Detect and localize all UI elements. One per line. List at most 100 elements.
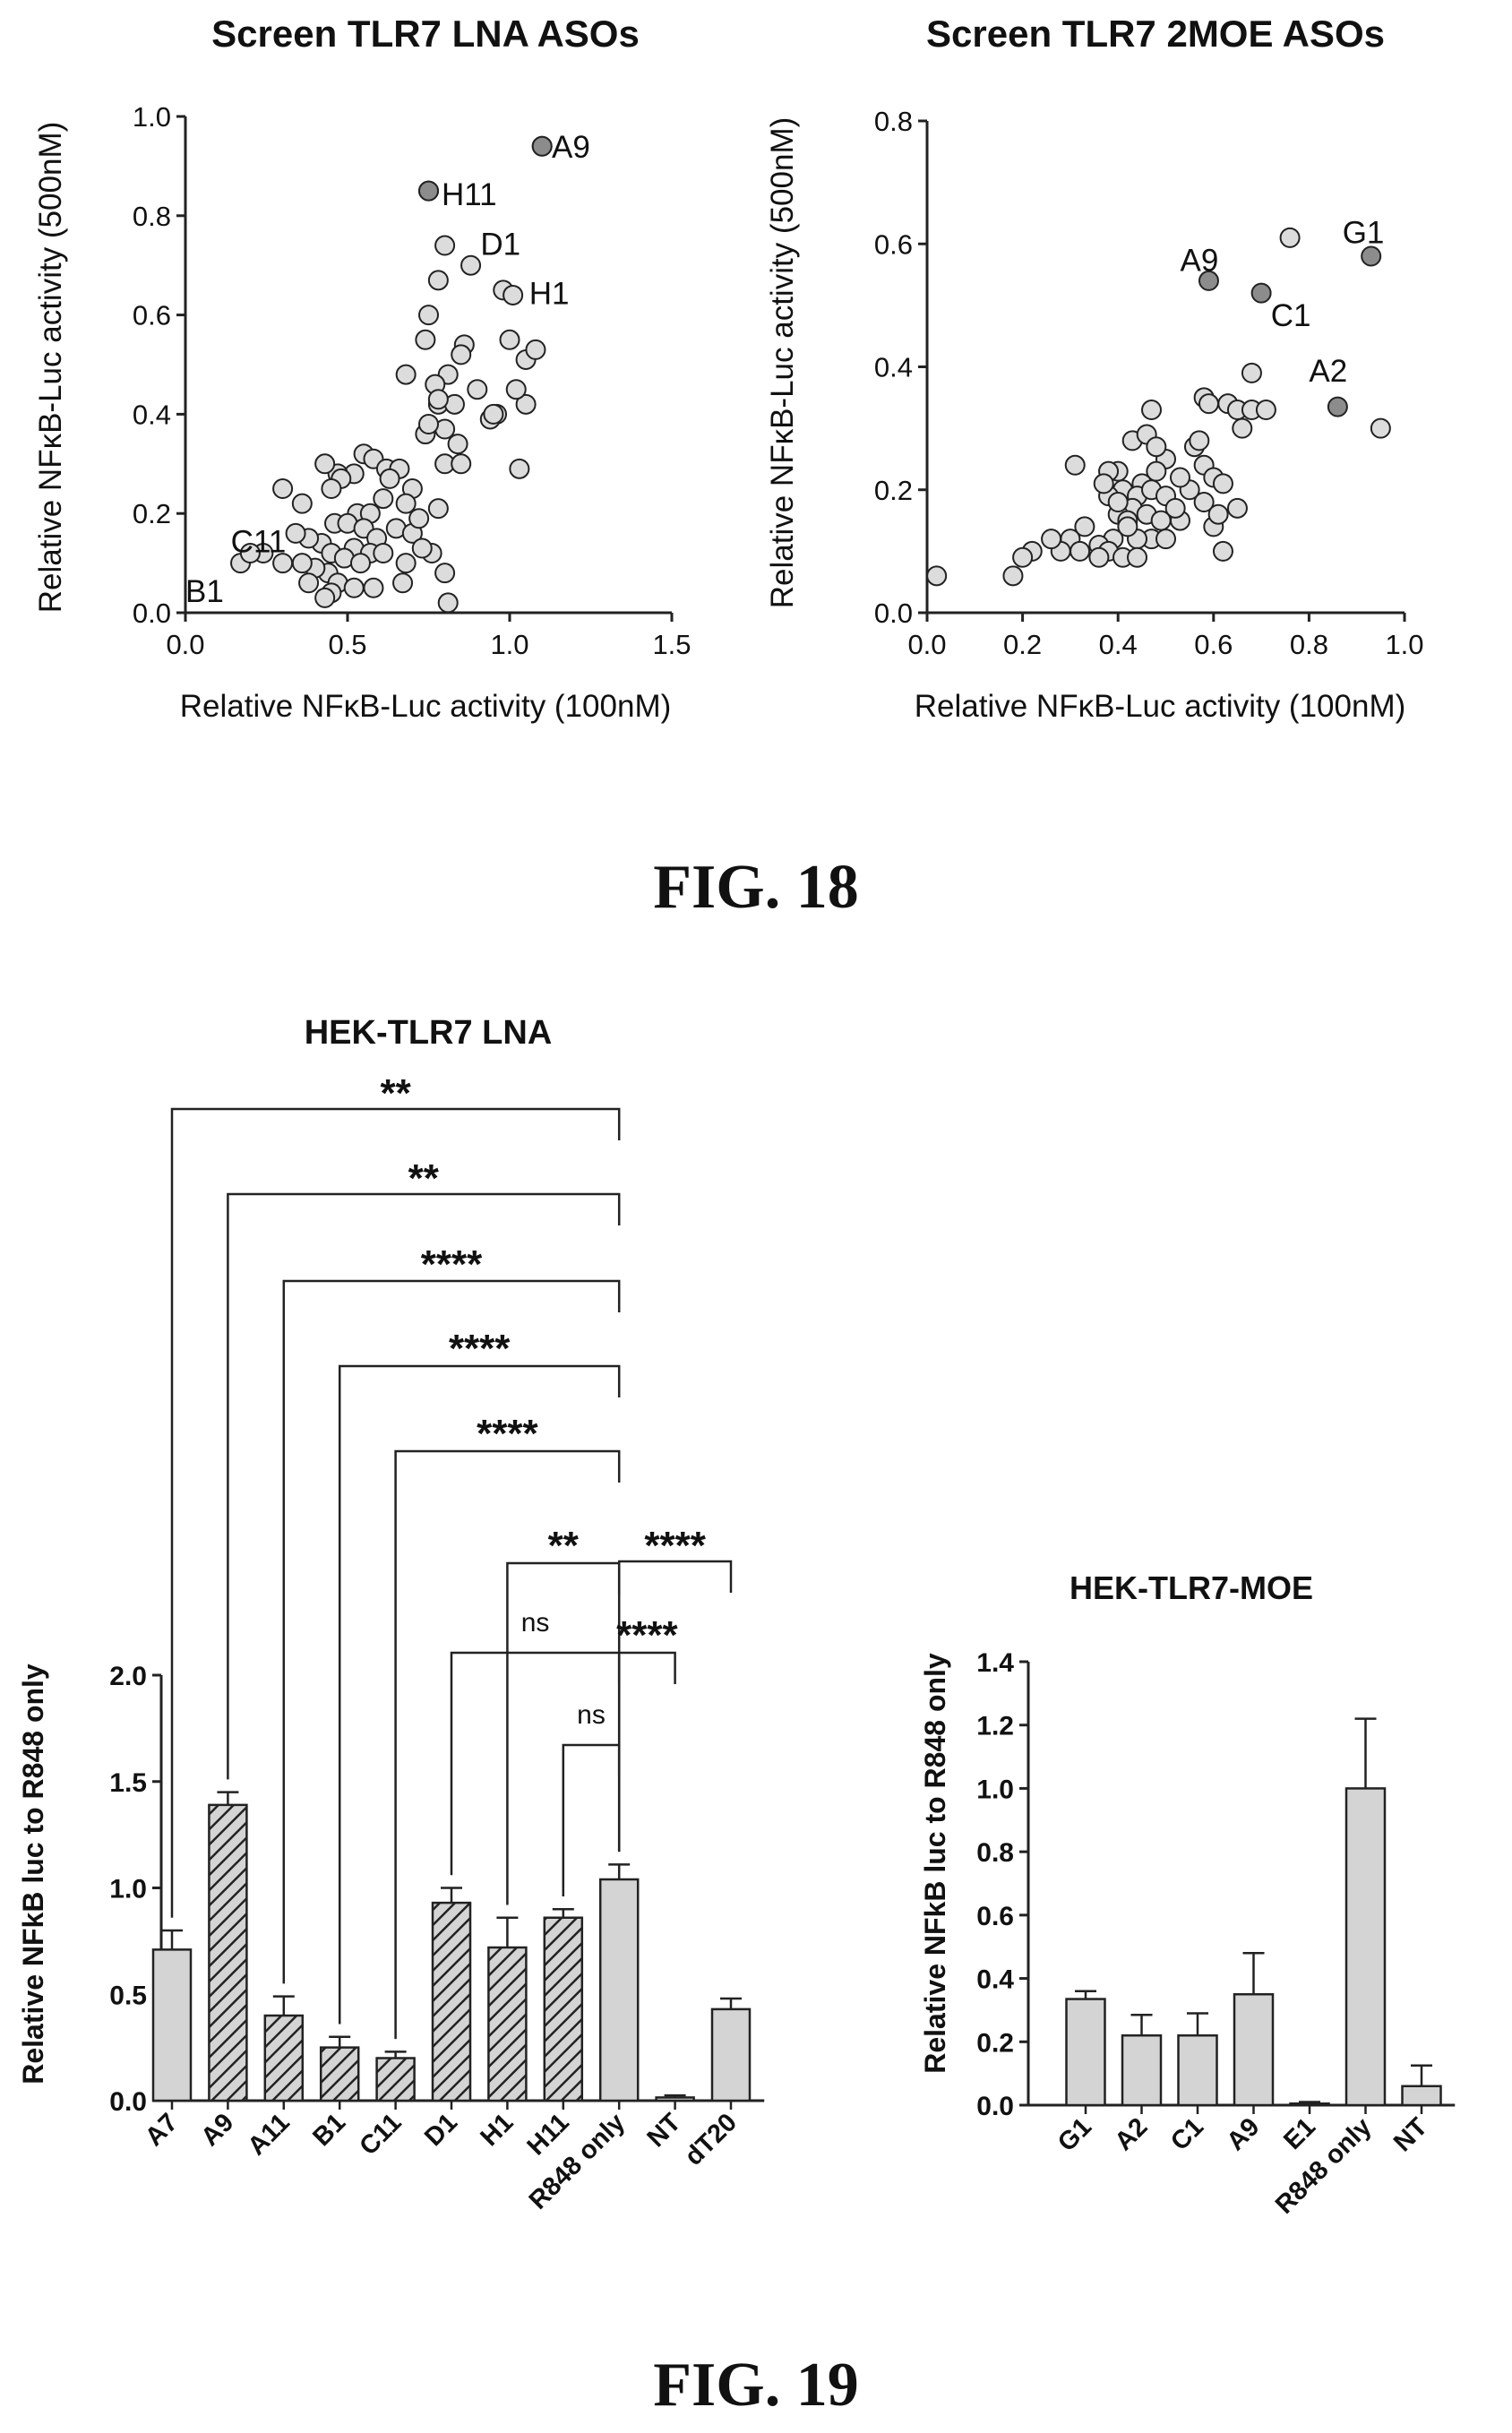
x-tick-label: A11 [243, 2108, 296, 2161]
y-tick-label: 0.6 [133, 300, 171, 331]
data-point [427, 389, 449, 410]
data-point [1093, 473, 1114, 494]
data-point [1226, 497, 1248, 519]
y-axis-label: Relative NFkB luc to R848 only [17, 1664, 49, 2085]
bar [1233, 1993, 1275, 2107]
data-point [1207, 503, 1229, 525]
data-point [411, 537, 433, 559]
significance-bracket [227, 1192, 621, 1780]
x-tick-label: 0.6 [1194, 629, 1233, 660]
significance-label: **** [449, 1327, 511, 1371]
significance-bracket [562, 1743, 621, 1896]
significance-bracket [338, 1364, 621, 2025]
highlighted-point [418, 180, 439, 202]
data-point [427, 498, 449, 520]
x-tick-label: 0.4 [1099, 629, 1138, 660]
x-tick-label: E1 [1278, 2112, 1321, 2155]
bar [598, 1878, 640, 2102]
significance-label: ns [577, 1700, 606, 1730]
significance-label: ** [548, 1524, 580, 1568]
highlighted-point [1327, 396, 1348, 417]
chart-title: Screen TLR7 2MOE ASOs [926, 13, 1385, 55]
bar [1344, 1787, 1387, 2107]
data-point [1164, 497, 1186, 519]
x-tick-label: C11 [354, 2108, 407, 2161]
data-point [418, 305, 439, 326]
data-point [467, 379, 488, 400]
y-axis-label: Relative NFκB-Luc activity (500nM) [765, 117, 800, 609]
data-point [1107, 491, 1129, 512]
data-point [499, 329, 520, 350]
x-tick-label: 0.2 [1003, 629, 1042, 660]
data-point [392, 572, 414, 594]
data-point [451, 344, 472, 365]
y-tick-label: 1.0 [109, 1875, 147, 1904]
point-annotation: A2 [1309, 354, 1347, 389]
highlighted-point [531, 135, 553, 157]
data-point [434, 235, 456, 256]
bar [1121, 2033, 1163, 2107]
data-point [291, 553, 313, 574]
y-tick-label: 0.6 [874, 228, 913, 260]
data-point [460, 254, 482, 276]
y-axis-label: Relative NFκB-Luc activity (500nM) [33, 122, 68, 614]
bar [1065, 1998, 1106, 2107]
y-tick-label: 0.2 [133, 498, 171, 529]
data-point [395, 553, 417, 574]
significance-bracket [617, 1560, 733, 1853]
data-point [1117, 516, 1138, 537]
data-point [505, 379, 527, 400]
figure-caption-18: FIG. 18 [653, 853, 858, 922]
data-point [1241, 362, 1262, 383]
data-point [415, 329, 436, 350]
y-tick-label: 0.6 [976, 1902, 1014, 1931]
data-point [1255, 400, 1276, 421]
x-axis-label: Relative NFκB-Luc activity (100nM) [180, 689, 672, 724]
data-point [1002, 565, 1024, 587]
chart-title: HEK-TLR7-MOE [1070, 1569, 1313, 1606]
bar [710, 2007, 752, 2102]
data-point [1212, 473, 1233, 494]
data-point [483, 403, 504, 425]
y-tick-label: 0.4 [874, 352, 913, 383]
significance-label: ** [408, 1156, 440, 1200]
point-annotation: B1 [185, 574, 224, 609]
data-point [1370, 417, 1391, 439]
y-tick-label: 0.5 [109, 1981, 147, 2010]
moe-bar-chart: HEK-TLR7-MOE Relative NFkB luc to R848 o… [919, 1569, 1456, 2220]
y-axis-label: Relative NFkB luc to R848 only [919, 1653, 951, 2074]
data-point [363, 577, 384, 598]
point-annotation: A9 [1180, 243, 1218, 278]
significance-label: ns [521, 1608, 550, 1638]
x-tick-label: NT [642, 2108, 687, 2153]
data-point [1193, 491, 1215, 512]
data-point [239, 543, 261, 564]
y-tick-label: 0.0 [133, 598, 171, 629]
highlighted-point [1198, 270, 1219, 291]
y-tick-label: 1.2 [976, 1712, 1014, 1741]
x-tick-label: A9 [196, 2108, 240, 2152]
point-annotation: C1 [1271, 298, 1311, 333]
chart-title: Screen TLR7 LNA ASOs [211, 13, 640, 55]
data-point [418, 413, 439, 434]
data-point [1127, 546, 1148, 568]
data-point [291, 493, 313, 514]
data-point [1074, 516, 1095, 537]
data-point [379, 468, 400, 489]
data-point [1064, 454, 1086, 476]
significance-label: **** [616, 1613, 678, 1657]
point-annotation: C11 [231, 525, 287, 560]
significance-label: ** [380, 1071, 411, 1115]
data-point [1279, 227, 1301, 248]
data-point [373, 543, 394, 564]
significance-bracket [282, 1279, 621, 1984]
data-point [272, 553, 294, 574]
significance-label: **** [477, 1412, 538, 1456]
x-tick-label: G1 [1052, 2112, 1097, 2157]
y-tick-label: 0.0 [109, 2087, 147, 2117]
data-point [314, 453, 336, 475]
bar [655, 2096, 695, 2102]
moe-scatter-plot: 0.0 0.2 0.4 0.6 0.8 1.0 0.0 0.2 0.4 0.6 0.8 G1 A9 C1 A… [874, 106, 1424, 660]
